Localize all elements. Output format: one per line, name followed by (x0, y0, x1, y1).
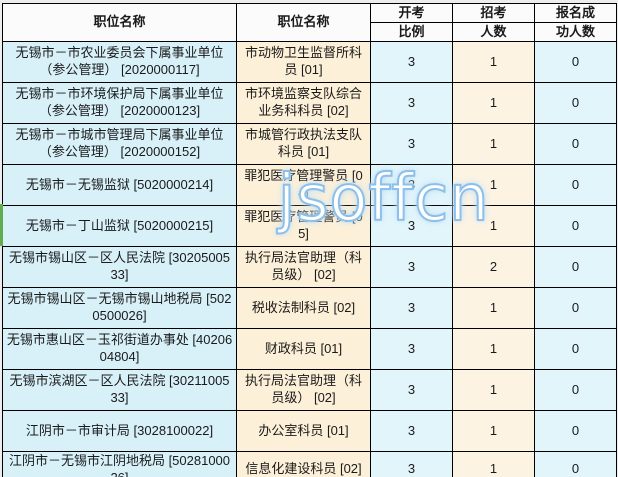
header-exam-ratio-bottom: 比例 (370, 22, 453, 42)
recruit-cell: 2 (452, 246, 535, 288)
position-cell: 信息化建设科员 [02] (236, 451, 371, 477)
position-cell: 执行局法官助理（科员级） [02] (236, 246, 371, 288)
table-row: 无锡市－市城市管理局下属事业单位（参公管理） [2020000152] 市城管行政… (2, 123, 617, 165)
success-cell: 0 (534, 246, 617, 288)
table-row: 无锡市－市环境保护局下属事业单位（参公管理） [2020000123] 市环境监察… (2, 82, 617, 124)
success-cell: 0 (534, 369, 617, 411)
position-cell: 罪犯医疗管理警员 [05] (236, 205, 371, 247)
table-row: 无锡市惠山区－玉祁街道办事处 [4020604804] 财政科员 [01] 3 1 0 (2, 328, 617, 370)
positions-table: 职位名称 职位名称 开考 招考 报名成 比例 人数 功人数 无锡市－市农业委员会… (2, 3, 617, 477)
table-row: 无锡市锡山区－区人民法院 [3020500533] 执行局法官助理（科员级） [0… (2, 246, 617, 288)
ratio-cell: 3 (370, 287, 453, 329)
success-cell: 0 (534, 205, 617, 247)
position-cell: 市动物卫生监督所科员 [01] (236, 41, 371, 83)
position-cell: 财政科员 [01] (236, 328, 371, 370)
position-cell: 执行局法官助理（科员级） [02] (236, 369, 371, 411)
table-row: 无锡市滨湖区－区人民法院 [3021100533] 执行局法官助理（科员级） [0… (2, 369, 617, 411)
recruit-cell: 1 (452, 123, 535, 165)
header-recruit-count-top: 招考 (452, 3, 535, 23)
position-cell: 市环境监察支队综合业务科科员 [02] (236, 82, 371, 124)
header-position-name: 职位名称 (236, 3, 371, 42)
ratio-cell: 3 (370, 82, 453, 124)
ratio-cell: 3 (370, 451, 453, 477)
recruit-cell: 1 (452, 410, 535, 452)
table-row: 无锡市锡山区－无锡市锡山地税局 [5020500026] 税收法制科员 [02] 3… (2, 287, 617, 329)
ratio-cell: 3 (370, 205, 453, 247)
ratio-cell: 3 (370, 41, 453, 83)
ratio-cell: 3 (370, 123, 453, 165)
table-row: 江阴市－无锡市江阴地税局 [5028100026]信息化建设科员 [02]310 (2, 451, 617, 477)
table-body: 无锡市－市农业委员会下属事业单位（参公管理） [2020000117] 市动物卫生… (2, 41, 617, 477)
recruit-cell: 1 (452, 164, 535, 206)
recruit-cell: 1 (452, 205, 535, 247)
recruit-cell: 1 (452, 287, 535, 329)
success-cell: 0 (534, 164, 617, 206)
recruit-cell: 1 (452, 41, 535, 83)
header-row-1: 职位名称 职位名称 开考 招考 报名成 (2, 3, 617, 42)
ratio-cell: 3 (370, 328, 453, 370)
success-cell: 0 (534, 82, 617, 124)
unit-cell: 无锡市－无锡监狱 [5020000214] (2, 164, 237, 206)
table-row: 无锡市－丁山监狱 [5020000215] 罪犯医疗管理警员 [05] 3 1 0 (2, 205, 617, 247)
unit-cell: 无锡市－市环境保护局下属事业单位（参公管理） [2020000123] (2, 82, 237, 124)
header-row-2: 比例 人数 功人数 (3, 22, 617, 42)
ratio-cell: 3 (370, 410, 453, 452)
row-highlight-strip (0, 204, 3, 246)
header-position-unit: 职位名称 (2, 3, 237, 42)
table-header: 职位名称 职位名称 开考 招考 报名成 比例 人数 功人数 (2, 3, 617, 42)
recruit-cell: 1 (452, 328, 535, 370)
unit-cell: 无锡市惠山区－玉祁街道办事处 [4020604804] (2, 328, 237, 370)
success-cell: 0 (534, 451, 617, 477)
header-success-count-bottom: 功人数 (534, 22, 617, 42)
ratio-cell: 3 (370, 369, 453, 411)
position-cell: 市城管行政执法支队科员 [01] (236, 123, 371, 165)
ratio-cell: 3 (370, 246, 453, 288)
success-cell: 0 (534, 123, 617, 165)
unit-cell: 无锡市－市城市管理局下属事业单位（参公管理） [2020000152] (2, 123, 237, 165)
success-cell: 0 (534, 410, 617, 452)
table-row: 江阴市－市审计局 [3028100022] 办公室科员 [01] 3 1 0 (2, 410, 617, 452)
unit-cell: 无锡市－市农业委员会下属事业单位（参公管理） [2020000117] (2, 41, 237, 83)
position-cell: 罪犯医疗管理警员 [04] (236, 164, 371, 206)
header-success-count-top: 报名成 (534, 3, 617, 23)
header-exam-ratio-top: 开考 (370, 3, 453, 23)
unit-cell: 江阴市－无锡市江阴地税局 [5028100026] (2, 451, 237, 477)
unit-cell: 江阴市－市审计局 [3028100022] (2, 410, 237, 452)
unit-cell: 无锡市锡山区－区人民法院 [3020500533] (2, 246, 237, 288)
ratio-cell: 3 (370, 164, 453, 206)
position-cell: 税收法制科员 [02] (236, 287, 371, 329)
success-cell: 0 (534, 328, 617, 370)
table-row: 无锡市－市农业委员会下属事业单位（参公管理） [2020000117] 市动物卫生… (2, 41, 617, 83)
recruit-cell: 1 (452, 369, 535, 411)
recruit-cell: 1 (452, 82, 535, 124)
unit-cell: 无锡市滨湖区－区人民法院 [3021100533] (2, 369, 237, 411)
unit-cell: 无锡市－丁山监狱 [5020000215] (2, 205, 237, 247)
success-cell: 0 (534, 287, 617, 329)
unit-cell: 无锡市锡山区－无锡市锡山地税局 [5020500026] (2, 287, 237, 329)
success-cell: 0 (534, 41, 617, 83)
table-row: 无锡市－无锡监狱 [5020000214] 罪犯医疗管理警员 [04] 3 1 0 (2, 164, 617, 206)
header-recruit-count-bottom: 人数 (452, 22, 535, 42)
position-cell: 办公室科员 [01] (236, 410, 371, 452)
recruit-cell: 1 (452, 451, 535, 477)
